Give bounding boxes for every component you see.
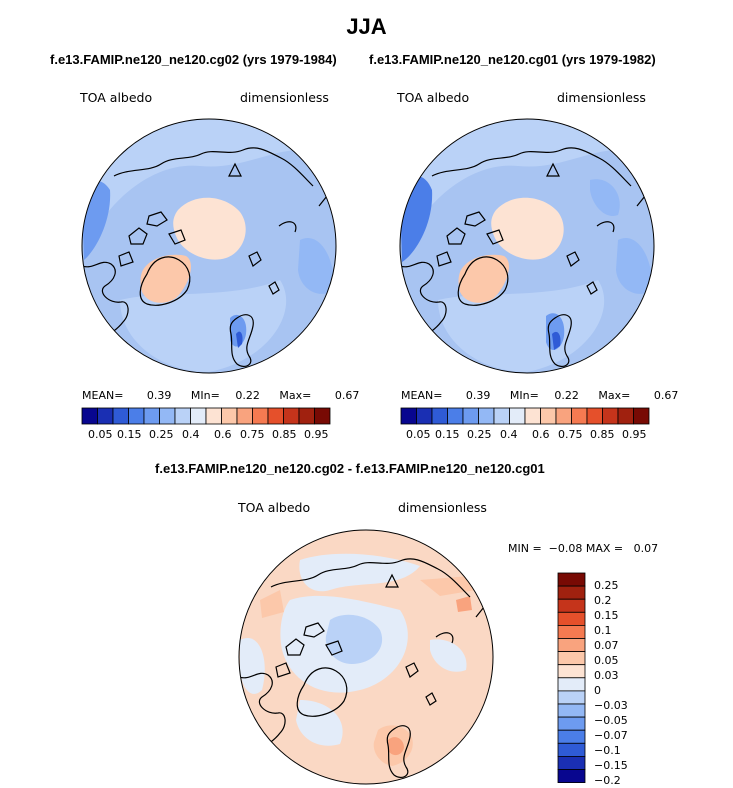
colorbar-swatch: [557, 664, 586, 679]
colorbar-swatch: [557, 769, 586, 784]
colorbar-swatch: [557, 716, 586, 731]
cbar2-label: 0.95: [622, 428, 647, 441]
colorbar-swatch: [540, 407, 557, 425]
cbar1-label: 0.25: [149, 428, 174, 441]
colorbar-swatch: [557, 756, 586, 770]
colorbar-swatch: [557, 703, 586, 718]
panel2-subtitle: f.e13.FAMIP.ne120_ne120.cg01 (yrs 1979-1…: [369, 52, 656, 67]
panel2-colorbar: [400, 407, 650, 425]
colorbar-swatch: [557, 742, 586, 757]
cbar2-label: 0.25: [467, 428, 492, 441]
cbar2-label: 0.05: [406, 428, 431, 441]
panel1-map: [82, 119, 336, 373]
diff-cbar-label: −0.07: [594, 729, 628, 742]
colorbar-swatch: [557, 677, 586, 692]
panel1-stats: MEAN= 0.39 MIn= 0.22 Max= 0.67: [82, 389, 360, 402]
colorbar-swatch: [431, 407, 448, 425]
panel2-map: [400, 119, 654, 373]
cbar1-label: 0.05: [88, 428, 113, 441]
colorbar-swatch: [221, 407, 238, 425]
colorbar-swatch: [159, 407, 176, 425]
cbar1-label: 0.4: [182, 428, 200, 441]
diff-cbar-label: −0.03: [594, 699, 628, 712]
colorbar-swatch: [557, 625, 586, 639]
panel1-colorbar: [81, 407, 331, 425]
colorbar-swatch: [478, 407, 495, 425]
diff-subtitle: f.e13.FAMIP.ne120_ne120.cg02 - f.e13.FAM…: [155, 461, 545, 476]
colorbar-swatch: [416, 407, 433, 425]
colorbar-swatch: [400, 407, 417, 425]
diff-cbar-label: 0.03: [594, 669, 619, 682]
cbar2-label: 0.75: [558, 428, 583, 441]
colorbar-swatch: [112, 407, 129, 425]
colorbar-swatch: [557, 611, 586, 626]
colorbar-swatch: [143, 407, 160, 425]
cbar1-label: 0.6: [214, 428, 232, 441]
diff-variable-label: TOA albedo: [238, 500, 311, 515]
colorbar-swatch: [298, 407, 315, 425]
diff-map: [239, 530, 493, 784]
diff-cbar-label: −0.15: [594, 759, 628, 772]
colorbar-swatch: [128, 407, 145, 425]
colorbar-swatch: [205, 407, 222, 425]
colorbar-swatch: [524, 407, 541, 425]
diff-cbar-label: −0.05: [594, 714, 628, 727]
diff-cbar-label: 0.05: [594, 654, 619, 667]
diff-colorbar: [557, 572, 586, 784]
colorbar-swatch: [190, 407, 207, 425]
diff-cbar-label: 0.07: [594, 639, 619, 652]
diff-cbar-label: −0.1: [594, 744, 621, 757]
colorbar-swatch: [174, 407, 191, 425]
cbar2-label: 0.85: [590, 428, 615, 441]
colorbar-swatch: [586, 407, 603, 425]
panel1-units-label: dimensionless: [240, 90, 329, 105]
panel2-units-label: dimensionless: [557, 90, 646, 105]
diff-cbar-label: −0.2: [594, 774, 621, 787]
colorbar-swatch: [557, 651, 586, 666]
colorbar-swatch: [557, 572, 586, 587]
panel1-variable-label: TOA albedo: [80, 90, 153, 105]
colorbar-swatch: [557, 638, 586, 653]
colorbar-swatch: [557, 598, 586, 613]
colorbar-swatch: [267, 407, 284, 425]
colorbar-swatch: [557, 729, 586, 744]
colorbar-swatch: [252, 407, 269, 425]
cbar1-label: 0.15: [117, 428, 142, 441]
colorbar-swatch: [97, 407, 114, 425]
diff-units-label: dimensionless: [398, 500, 487, 515]
colorbar-swatch: [509, 407, 526, 425]
diff-cbar-label: 0.25: [594, 579, 619, 592]
colorbar-swatch: [633, 407, 650, 425]
colorbar-swatch: [555, 407, 572, 425]
diff-minmax-stats: MIN = −0.08 MAX = 0.07: [508, 542, 659, 555]
diff-cbar-label: 0.2: [594, 594, 612, 607]
diff-cbar-label: 0.1: [594, 624, 612, 637]
cbar1-label: 0.75: [240, 428, 265, 441]
colorbar-swatch: [81, 407, 98, 425]
cbar2-label: 0.6: [532, 428, 550, 441]
colorbar-swatch: [236, 407, 253, 425]
colorbar-swatch: [557, 585, 586, 600]
cbar1-label: 0.95: [304, 428, 329, 441]
colorbar-swatch: [493, 407, 510, 425]
cbar2-label: 0.4: [500, 428, 518, 441]
cbar2-label: 0.15: [435, 428, 460, 441]
panel2-variable-label: TOA albedo: [397, 90, 470, 105]
colorbar-swatch: [557, 690, 586, 705]
panel2-stats: MEAN= 0.39 MIn= 0.22 Max= 0.67: [401, 389, 679, 402]
panel1-subtitle: f.e13.FAMIP.ne120_ne120.cg02 (yrs 1979-1…: [50, 52, 337, 67]
colorbar-swatch: [314, 407, 331, 425]
diff-cbar-label: 0.15: [594, 609, 619, 622]
cbar1-label: 0.85: [272, 428, 297, 441]
colorbar-swatch: [283, 407, 300, 425]
colorbar-swatch: [602, 407, 619, 425]
colorbar-swatch: [462, 407, 479, 425]
colorbar-swatch: [571, 407, 588, 425]
figure-title: JJA: [346, 14, 387, 39]
diff-cbar-label: 0: [594, 684, 601, 697]
colorbar-swatch: [617, 407, 634, 425]
colorbar-swatch: [447, 407, 464, 425]
